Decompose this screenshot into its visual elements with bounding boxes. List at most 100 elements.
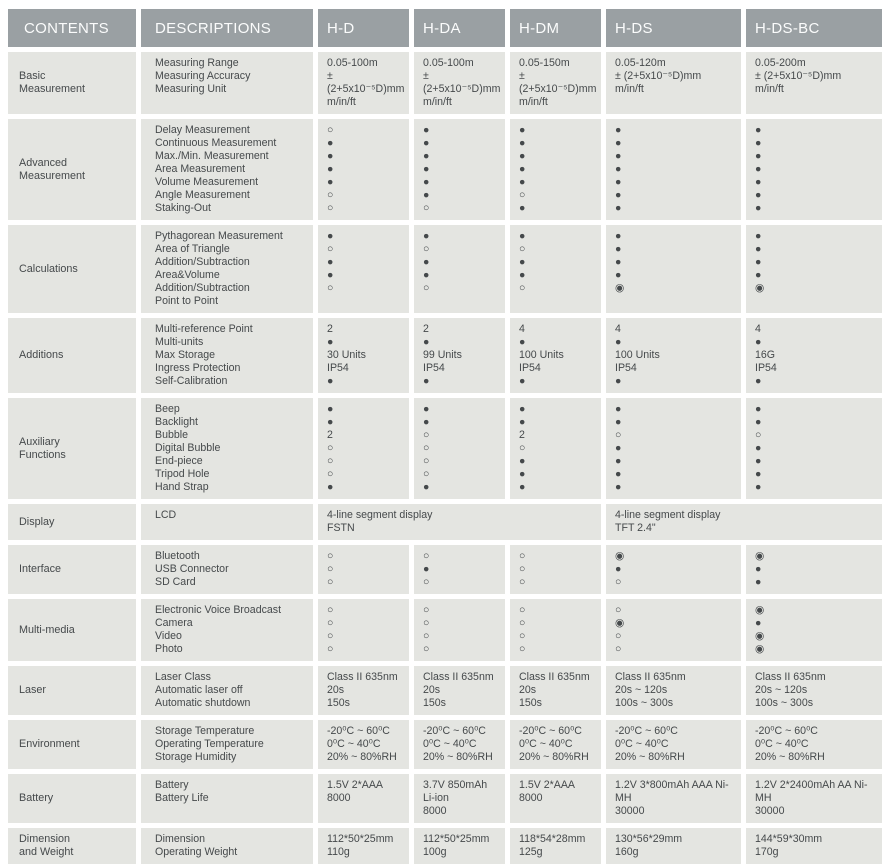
category-cell: Multi-media: [8, 599, 136, 661]
value-cell-span: 4-line segment display TFT 2.4": [606, 504, 882, 540]
value-cell-h-ds: 1.2V 3*800mAh AAA Ni-MH 30000: [606, 774, 741, 823]
value-cell-h-ds: ● ● ● ● ◉: [606, 225, 741, 313]
column-header-contents: CONTENTS: [8, 9, 136, 47]
value-cell-h-ds: 4 ● 100 Units IP54 ●: [606, 318, 741, 393]
value-cell-h-d: -20⁰C ~ 60⁰C 0⁰C ~ 40⁰C 20% ~ 80%RH: [318, 720, 409, 769]
value-cell-h-ds-bc: ● ● ○ ● ● ● ●: [746, 398, 882, 499]
value-cell-h-ds-bc: ◉ ● ●: [746, 545, 882, 594]
descriptions-cell: Bluetooth USB Connector SD Card: [141, 545, 313, 594]
value-cell-h-dm: ○ ○ ○ ○: [510, 599, 601, 661]
value-cell-h-dm: 0.05-150m ± (2+5x10⁻⁵D)mm m/in/ft: [510, 52, 601, 114]
value-cell-h-dm: ○ ○ ○: [510, 545, 601, 594]
value-cell-h-d: 1.5V 2*AAA 8000: [318, 774, 409, 823]
section-row-battery: Battery Battery Battery Life 1.5V 2*AAA 80…: [8, 774, 893, 823]
descriptions-cell: Beep Backlight Bubble Digital Bubble End…: [141, 398, 313, 499]
value-cell-h-ds-bc: ● ● ● ● ● ● ●: [746, 119, 882, 220]
section-row-environment: Environment Storage Temperature Operating…: [8, 720, 893, 769]
column-header-h-ds-bc: H-DS-BC: [746, 9, 882, 47]
value-cell-h-ds: -20⁰C ~ 60⁰C 0⁰C ~ 40⁰C 20% ~ 80%RH: [606, 720, 741, 769]
column-header-h-ds: H-DS: [606, 9, 741, 47]
section-row-basic-measurement: Basic Measurement Measuring Range Measuri…: [8, 52, 893, 114]
value-cell-h-dm: ● ○ ● ● ○: [510, 225, 601, 313]
value-cell-h-ds: Class II 635nm 20s ~ 120s 100s ~ 300s: [606, 666, 741, 715]
category-cell: Basic Measurement: [8, 52, 136, 114]
descriptions-cell: Battery Battery Life: [141, 774, 313, 823]
category-cell: Laser: [8, 666, 136, 715]
value-cell-h-ds-bc: 0.05-200m ± (2+5x10⁻⁵D)mm m/in/ft: [746, 52, 882, 114]
category-cell: Calculations: [8, 225, 136, 313]
descriptions-cell: Dimension Operating Weight: [141, 828, 313, 864]
value-cell-h-da: Class II 635nm 20s 150s: [414, 666, 505, 715]
value-cell-h-d: ● ● 2 ○ ○ ○ ●: [318, 398, 409, 499]
column-header-h-dm: H-DM: [510, 9, 601, 47]
section-row-additions: Additions Multi-reference Point Multi-uni…: [8, 318, 893, 393]
value-cell-h-dm: Class II 635nm 20s 150s: [510, 666, 601, 715]
value-cell-h-da: -20⁰C ~ 60⁰C 0⁰C ~ 40⁰C 20% ~ 80%RH: [414, 720, 505, 769]
value-cell-h-d: ○ ○ ○: [318, 545, 409, 594]
value-cell-h-ds-bc: 144*59*30mm 170g: [746, 828, 882, 864]
value-cell-h-da: ○ ● ○: [414, 545, 505, 594]
value-cell-h-d: 0.05-100m ± (2+5x10⁻⁵D)mm m/in/ft: [318, 52, 409, 114]
value-cell-h-da: ● ● ○ ○ ○ ○ ●: [414, 398, 505, 499]
category-cell: Display: [8, 504, 136, 540]
descriptions-cell: Storage Temperature Operating Temperatur…: [141, 720, 313, 769]
value-cell-h-ds-bc: Class II 635nm 20s ~ 120s 100s ~ 300s: [746, 666, 882, 715]
value-cell-h-ds: ◉ ● ○: [606, 545, 741, 594]
category-cell: Battery: [8, 774, 136, 823]
category-cell: Additions: [8, 318, 136, 393]
value-cell-h-dm: 118*54*28mm 125g: [510, 828, 601, 864]
value-cell-h-ds-bc: ◉ ● ◉ ◉: [746, 599, 882, 661]
category-cell: Interface: [8, 545, 136, 594]
value-cell-h-dm: ● ● 2 ○ ● ● ●: [510, 398, 601, 499]
descriptions-cell: Multi-reference Point Multi-units Max St…: [141, 318, 313, 393]
value-cell-h-da: ● ○ ● ● ○: [414, 225, 505, 313]
value-cell-h-dm: ● ● ● ● ● ○ ●: [510, 119, 601, 220]
value-cell-h-ds-bc: ● ● ● ● ◉: [746, 225, 882, 313]
value-cell-h-d: 2 ● 30 Units IP54 ●: [318, 318, 409, 393]
value-cell-h-dm: 1.5V 2*AAA 8000: [510, 774, 601, 823]
descriptions-cell: Laser Class Automatic laser off Automati…: [141, 666, 313, 715]
section-row-advanced-measurement: Advanced Measurement Delay Measurement Co…: [8, 119, 893, 220]
value-cell-h-ds: 130*56*29mm 160g: [606, 828, 741, 864]
section-row-display: Display LCD 4-line segment display FSTN 4-l…: [8, 504, 893, 540]
category-cell: Dimension and Weight: [8, 828, 136, 864]
value-cell-h-d: ○ ○ ○ ○: [318, 599, 409, 661]
value-cell-h-d: 112*50*25mm 110g: [318, 828, 409, 864]
value-cell-h-da: 112*50*25mm 100g: [414, 828, 505, 864]
column-header-descriptions: DESCRIPTIONS: [141, 9, 313, 47]
section-row-multi-media: Multi-media Electronic Voice Broadcast Ca…: [8, 599, 893, 661]
value-cell-h-da: ● ● ● ● ● ● ○: [414, 119, 505, 220]
table-header: CONTENTS DESCRIPTIONS H-D H-DA H-DM H-DS H-DS-…: [8, 9, 893, 47]
value-cell-h-ds-bc: 1.2V 2*2400mAh AA Ni-MH 30000: [746, 774, 882, 823]
value-cell-h-ds-bc: 4 ● 16G IP54 ●: [746, 318, 882, 393]
section-row-auxiliary-functions: Auxiliary Functions Beep Backlight Bubble…: [8, 398, 893, 499]
value-cell-h-ds: ● ● ● ● ● ● ●: [606, 119, 741, 220]
value-cell-h-ds: 0.05-120m ± (2+5x10⁻⁵D)mm m/in/ft: [606, 52, 741, 114]
descriptions-cell: Electronic Voice Broadcast Camera Video …: [141, 599, 313, 661]
column-header-h-d: H-D: [318, 9, 409, 47]
section-row-laser: Laser Laser Class Automatic laser off Aut…: [8, 666, 893, 715]
category-cell: Auxiliary Functions: [8, 398, 136, 499]
section-row-calculations: Calculations Pythagorean Measurement Area…: [8, 225, 893, 313]
value-cell-h-ds: ○ ◉ ○ ○: [606, 599, 741, 661]
value-cell-h-d: ● ○ ● ● ○: [318, 225, 409, 313]
column-header-h-da: H-DA: [414, 9, 505, 47]
value-cell-h-da: ○ ○ ○ ○: [414, 599, 505, 661]
value-cell-h-da: 0.05-100m ± (2+5x10⁻⁵D)mm m/in/ft: [414, 52, 505, 114]
value-cell-h-dm: 4 ● 100 Units IP54 ●: [510, 318, 601, 393]
descriptions-cell: LCD: [141, 504, 313, 540]
value-cell-h-d: ○ ● ● ● ● ○ ○: [318, 119, 409, 220]
descriptions-cell: Delay Measurement Continuous Measurement…: [141, 119, 313, 220]
value-cell-h-d: Class II 635nm 20s 150s: [318, 666, 409, 715]
section-row-interface: Interface Bluetooth USB Connector SD Card…: [8, 545, 893, 594]
table-body: Basic Measurement Measuring Range Measuri…: [8, 52, 893, 864]
value-cell-span: 4-line segment display FSTN: [318, 504, 601, 540]
section-row-dimension-and-weight: Dimension and Weight Dimension Operating …: [8, 828, 893, 864]
category-cell: Environment: [8, 720, 136, 769]
value-cell-h-ds: ● ● ○ ● ● ● ●: [606, 398, 741, 499]
descriptions-cell: Pythagorean Measurement Area of Triangle…: [141, 225, 313, 313]
value-cell-h-da: 3.7V 850mAh Li-ion 8000: [414, 774, 505, 823]
value-cell-h-ds-bc: -20⁰C ~ 60⁰C 0⁰C ~ 40⁰C 20% ~ 80%RH: [746, 720, 882, 769]
category-cell: Advanced Measurement: [8, 119, 136, 220]
